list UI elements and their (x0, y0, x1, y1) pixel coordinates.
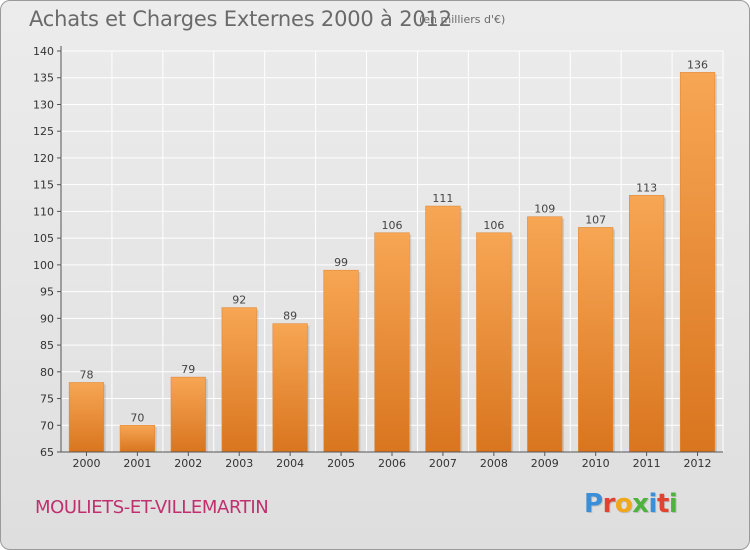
bar-2001[interactable] (119, 424, 155, 453)
bar-value-label: 92 (232, 294, 246, 307)
y-tick-label: 130 (33, 98, 54, 111)
x-tick-label: 2003 (225, 457, 253, 470)
bar-value-label: 78 (79, 368, 93, 381)
x-tick-label: 2008 (480, 457, 508, 470)
bar-2012[interactable] (679, 72, 716, 453)
bar-2009[interactable] (527, 216, 563, 453)
y-tick-label: 125 (33, 125, 54, 138)
y-tick-label: 140 (33, 45, 54, 58)
commune-name: MOULIETS-ET-VILLEMARTIN (35, 497, 269, 518)
x-tick-label: 2010 (582, 457, 610, 470)
bar-2005[interactable] (323, 269, 359, 453)
bar-2006[interactable] (374, 232, 410, 453)
y-tick-label: 100 (33, 259, 54, 272)
y-tick-label: 120 (33, 152, 54, 165)
bar-value-label: 113 (636, 181, 657, 194)
logo-letter: i (648, 489, 658, 519)
x-tick-label: 2011 (633, 457, 661, 470)
bar-2007[interactable] (425, 205, 461, 453)
x-tick-label: 2005 (327, 457, 355, 470)
bar-value-label: 89 (283, 310, 297, 323)
chart-unit: (en milliers d'€) (419, 13, 506, 26)
bar-value-label: 136 (687, 58, 708, 71)
bar-value-label: 111 (432, 192, 453, 205)
bar-2010[interactable] (578, 227, 614, 453)
bars: 78 70 79 92 89 99 106 111 106 109 107 113 136 (68, 58, 717, 453)
bar-2003[interactable] (221, 307, 257, 453)
bar-value-label: 106 (382, 219, 403, 232)
x-tick-label: 2000 (72, 457, 100, 470)
bar-2011[interactable] (629, 195, 665, 453)
x-tick-label: 2001 (123, 457, 151, 470)
y-tick-label: 75 (40, 393, 54, 406)
chart-title: Achats et Charges Externes 2000 à 2012 (29, 7, 452, 31)
bar-2008[interactable] (476, 232, 512, 453)
bar-value-label: 99 (334, 256, 348, 269)
y-tick-label: 90 (40, 312, 54, 325)
x-tick-label: 2002 (174, 457, 202, 470)
bar-2000[interactable] (68, 382, 105, 453)
bar-value-label: 70 (130, 411, 144, 424)
y-tick-label: 85 (40, 339, 54, 352)
bar-2002[interactable] (170, 376, 206, 453)
y-tick-label: 95 (40, 286, 54, 299)
x-tick-label: 2006 (378, 457, 406, 470)
x-tick-label: 2009 (531, 457, 559, 470)
logo-letter: o (614, 489, 633, 519)
bar-value-label: 106 (483, 219, 504, 232)
y-tick-label: 110 (33, 205, 54, 218)
bar-2004[interactable] (272, 323, 308, 453)
logo-letter: x (632, 489, 649, 519)
y-tick-label: 80 (40, 366, 54, 379)
y-tick-label: 65 (40, 446, 54, 459)
y-tick-label: 70 (40, 419, 54, 432)
x-tick-label: 2012 (684, 457, 712, 470)
logo-letter: t (656, 489, 669, 519)
logo-letter: P (584, 489, 603, 519)
x-tick-label: 2007 (429, 457, 457, 470)
logo-letter: r (602, 489, 616, 519)
y-tick-label: 115 (33, 179, 54, 192)
y-tick-label: 105 (33, 232, 54, 245)
bar-value-label: 79 (181, 363, 195, 376)
bar-value-label: 109 (534, 203, 555, 216)
x-tick-label: 2004 (276, 457, 304, 470)
logo-letter: i (668, 489, 678, 519)
axes: 65 70 75 80 85 90 95 100 105 110 115 120 125 130 135 14… (33, 45, 723, 470)
proxiti-logo[interactable]: Proxiti (584, 489, 678, 519)
bar-value-label: 107 (585, 213, 606, 226)
y-tick-label: 135 (33, 72, 54, 85)
